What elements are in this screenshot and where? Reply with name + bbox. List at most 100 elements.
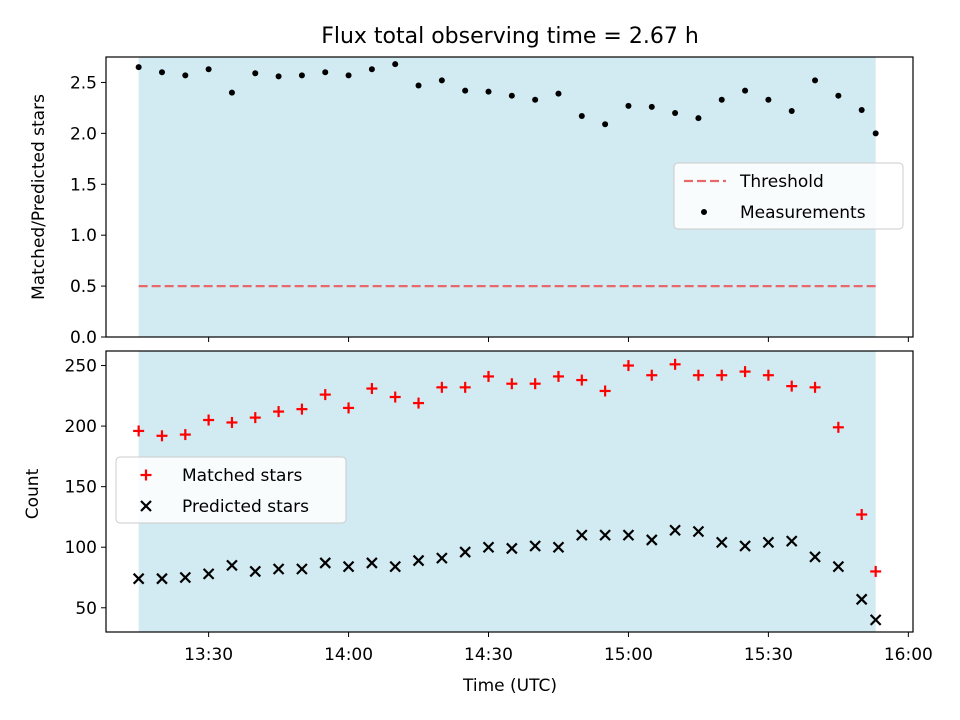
matched-star-point bbox=[413, 397, 425, 409]
x-tick-label: 16:00 bbox=[884, 645, 933, 665]
predicted-star-point bbox=[226, 559, 238, 572]
top-y-axis-label: Matched/Predicted stars bbox=[29, 94, 49, 300]
predicted-star-point bbox=[272, 563, 285, 575]
chart-title: Flux total observing time = 2.67 h bbox=[321, 24, 699, 49]
measurement-point bbox=[695, 115, 702, 122]
measurement-point bbox=[368, 66, 375, 73]
measurement-point bbox=[252, 70, 259, 77]
bottom-y-tick-label: 100 bbox=[65, 538, 97, 558]
predicted-star-point bbox=[869, 614, 882, 626]
predicted-star-point bbox=[459, 546, 471, 558]
measurement-point bbox=[812, 77, 819, 84]
predicted-star-point bbox=[552, 541, 565, 553]
measurement-point bbox=[462, 87, 469, 94]
matched-star-point bbox=[366, 383, 378, 395]
x-tick-label: 14:30 bbox=[464, 645, 513, 665]
matched-star-point bbox=[156, 430, 168, 442]
predicted-star-point bbox=[855, 593, 868, 606]
matched-star-point bbox=[273, 406, 285, 418]
measurement-point bbox=[835, 92, 842, 99]
predicted-star-point bbox=[366, 557, 378, 569]
measurement-point bbox=[392, 61, 399, 68]
x-tick-label: 15:30 bbox=[744, 645, 793, 665]
predicted-star-point bbox=[179, 571, 192, 584]
measurement-point bbox=[532, 96, 539, 103]
predicted-star-point bbox=[412, 554, 425, 567]
matched-star-point bbox=[739, 366, 751, 378]
measurement-point bbox=[578, 113, 585, 120]
x-tick-label: 15:00 bbox=[604, 645, 653, 665]
matched-star-point bbox=[343, 402, 355, 414]
matched-star-point bbox=[249, 412, 261, 424]
predicted-star-point bbox=[669, 524, 681, 537]
measurement-point bbox=[648, 103, 655, 110]
matched-star-point bbox=[622, 360, 634, 372]
matched-star-point bbox=[599, 385, 611, 397]
predicted-star-point bbox=[389, 560, 401, 573]
legend-matched-swatch bbox=[140, 469, 152, 481]
matched-star-point bbox=[436, 381, 448, 393]
x-tick-label: 14:00 bbox=[324, 645, 373, 665]
matched-star-point bbox=[296, 403, 308, 415]
measurement-point bbox=[322, 69, 329, 76]
measurement-point bbox=[158, 69, 165, 76]
predicted-star-point bbox=[785, 535, 798, 547]
measurement-point bbox=[672, 110, 679, 116]
matched-star-point bbox=[389, 391, 401, 403]
predicted-star-point bbox=[436, 552, 448, 564]
predicted-star-point bbox=[529, 540, 541, 552]
top-panel: 0.0 0.5 1.0 1.5 2.0 2.5 Threshold Measurements bbox=[70, 56, 914, 348]
predicted-star-point bbox=[132, 572, 145, 585]
x-axis-label: Time (UTC) bbox=[462, 676, 557, 696]
matched-star-point bbox=[786, 380, 798, 392]
bottom-axes-frame bbox=[105, 350, 914, 633]
predicted-star-point bbox=[506, 542, 518, 555]
legend-label: Matched stars bbox=[182, 466, 302, 486]
matched-star-point bbox=[179, 429, 191, 441]
measurement-point bbox=[205, 66, 212, 73]
bottom-panel: 50 100 150 200 250 13:30 14:00 14:30 15:00 15:30 1… bbox=[65, 350, 933, 665]
measurement-point bbox=[788, 107, 795, 114]
predicted-star-point bbox=[482, 541, 495, 553]
predicted-star-point bbox=[319, 557, 332, 569]
predicted-star-point bbox=[576, 529, 588, 541]
matched-star-point bbox=[529, 378, 541, 390]
legend-label: Measurements bbox=[740, 203, 866, 223]
matched-star-point bbox=[576, 374, 588, 386]
measurement-point bbox=[555, 90, 562, 97]
matched-star-point bbox=[506, 378, 518, 390]
bottom-y-tick-label: 150 bbox=[65, 478, 97, 498]
predicted-star-point bbox=[202, 568, 215, 580]
matched-star-point bbox=[459, 381, 471, 393]
top-legend-box bbox=[673, 162, 904, 230]
bottom-y-tick-label: 200 bbox=[65, 417, 97, 437]
matched-star-point bbox=[319, 389, 331, 401]
bottom-y-tick-label: 50 bbox=[75, 599, 97, 619]
measurement-point bbox=[625, 102, 632, 109]
measurement-point bbox=[718, 96, 725, 103]
legend-label: Threshold bbox=[739, 172, 824, 192]
top-y-tick-label: 1.5 bbox=[70, 175, 97, 195]
measurement-point bbox=[345, 72, 352, 79]
measurement-point bbox=[858, 106, 865, 113]
top-y-tick-label: 0.5 bbox=[70, 277, 97, 297]
predicted-star-point bbox=[809, 551, 821, 563]
legend-label: Predicted stars bbox=[182, 497, 309, 517]
matched-star-point bbox=[870, 565, 882, 577]
matched-star-point bbox=[552, 370, 564, 382]
bottom-y-axis-label: Count bbox=[23, 468, 43, 519]
predicted-star-point bbox=[296, 563, 308, 575]
predicted-star-point bbox=[249, 565, 262, 578]
predicted-star-point bbox=[156, 572, 168, 585]
measurement-point bbox=[765, 96, 772, 103]
top-y-tick-label: 1.0 bbox=[70, 226, 97, 246]
matched-star-point bbox=[856, 509, 868, 521]
matched-star-point bbox=[669, 358, 681, 370]
predicted-star-point bbox=[832, 560, 845, 573]
x-tick-label: 13:30 bbox=[184, 645, 233, 665]
measurement-point bbox=[298, 72, 305, 79]
measurement-point bbox=[602, 121, 609, 128]
matched-star-point bbox=[646, 369, 658, 381]
predicted-star-point bbox=[739, 540, 751, 552]
measurement-point bbox=[485, 88, 492, 95]
